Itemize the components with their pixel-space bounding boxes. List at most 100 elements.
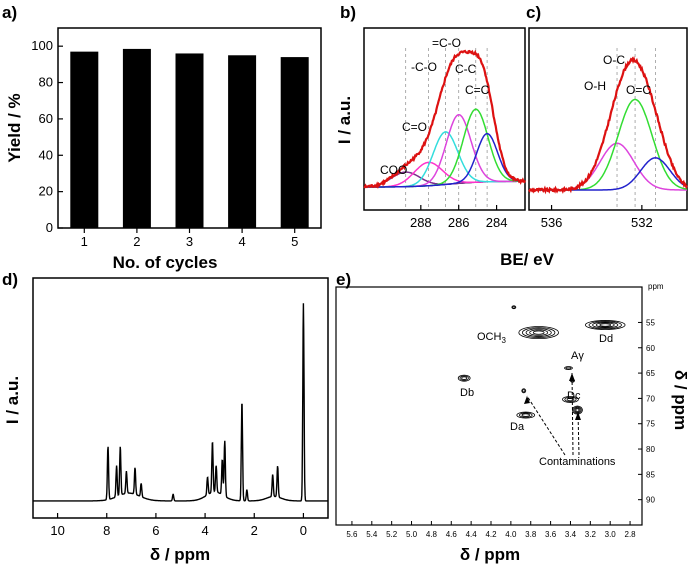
- panel-d-x-ticks: 10 8 6 4 2 0: [50, 513, 307, 538]
- panel-e-y-tick-label: 70: [646, 394, 655, 403]
- panel-a-x-tick-label: 4: [238, 234, 245, 249]
- panel-c-label-o-eq-c: O=C: [626, 83, 651, 97]
- panel-a-y-tick-label: 80: [39, 75, 53, 90]
- panel-a-y-tick-label: 60: [39, 111, 53, 126]
- panel-d-x-tick-label: 0: [300, 523, 307, 538]
- panel-d-x-tick-label: 6: [152, 523, 159, 538]
- panel-e-x-tick-label: 4.6: [446, 530, 458, 539]
- panel-d-x-tick-label: 10: [50, 523, 64, 538]
- panel-d-frame: [33, 278, 328, 518]
- panel-e-x-tick-label: 5.6: [346, 530, 358, 539]
- panel-a-y-axis-title: Yield / %: [5, 93, 24, 162]
- panel-a-x-tick-label: 2: [133, 234, 140, 249]
- xps-x-tick-label: 288: [410, 215, 432, 230]
- panel-e-x-ticks: 5.6 5.4 5.2 5.0 4.8 4.6 4.4 4.2 4.0 3.8 3.6 3.4 3.2 3…: [346, 521, 636, 539]
- panel-e-x-tick-label: 4.0: [505, 530, 517, 539]
- panel-e-y-tick-label: 75: [646, 420, 655, 429]
- panel-e-y-tick-label: 60: [646, 344, 655, 353]
- panel-e-x-tick-label: 3.6: [545, 530, 557, 539]
- contamination-arrow-head-2: [569, 373, 575, 381]
- panel-e-letter: e): [336, 270, 351, 289]
- hsqc-cross-peak: [512, 306, 516, 309]
- panel-b-x-axis-title: BE/ eV: [500, 250, 555, 269]
- panel-e-x-tick-label: 3.0: [605, 530, 617, 539]
- panel-e-cross-peaks: [458, 306, 625, 418]
- panel-e-x-tick-label: 3.8: [525, 530, 537, 539]
- xps-component-curve: [529, 100, 687, 191]
- panel-e-x-tick-label: 2.8: [625, 530, 637, 539]
- panel-e-label-dc: Dc: [567, 390, 581, 402]
- panel-d-x-tick-label: 8: [103, 523, 110, 538]
- hsqc-cross-peak: [565, 367, 573, 370]
- panel-b-label-c-eq-c: C=C: [465, 83, 490, 97]
- hsqc-cross-peak: [522, 389, 526, 393]
- panel-d-x-tick-label: 4: [201, 523, 208, 538]
- xps-component-curve: [529, 158, 687, 190]
- xps-envelope-curve: [529, 59, 687, 191]
- panel-c-label-o-c: O-C: [603, 53, 625, 67]
- panel-b: b) 288 286 284 COO C=O -C-O =C-O C-C C=C B…: [335, 3, 555, 269]
- panel-e-x-tick-label: 3.4: [565, 530, 577, 539]
- panel-e-y-axis-title: δ / ppm: [671, 370, 690, 430]
- panel-c-label-o-h: O-H: [584, 79, 606, 93]
- xps-x-tick-label: 536: [541, 215, 563, 230]
- panel-b-y-axis-title: I / a.u.: [335, 96, 354, 144]
- panel-e-contamination-arrows: [524, 373, 581, 455]
- panel-e-x-tick-label: 4.2: [485, 530, 497, 539]
- hsqc-cross-peak: [458, 375, 470, 381]
- panel-e-x-tick-label: 5.4: [366, 530, 378, 539]
- panel-c-curves: [529, 59, 687, 191]
- panel-d-x-tick-label: 2: [251, 523, 258, 538]
- panel-e-label-agamma: Aγ: [571, 350, 584, 362]
- contamination-arrow-2: [572, 373, 573, 455]
- panel-e-y-ticks: 55 60 65 70 75 80 85 90: [638, 318, 655, 504]
- panel-a-y-tick-label: 20: [39, 184, 53, 199]
- hsqc-contour-ring: [566, 367, 571, 369]
- panel-a-y-tick-label: 40: [39, 147, 53, 162]
- panel-b-label-c-o-double: C=O: [402, 120, 427, 134]
- panel-d-letter: d): [2, 270, 18, 289]
- panel-b-label-c-c: C-C: [455, 62, 477, 76]
- panel-a-x-tick-label: 1: [81, 234, 88, 249]
- panel-b-label-eq-c-o: =C-O: [432, 36, 461, 50]
- hsqc-contour-ring: [600, 324, 611, 326]
- panel-b-frame: [364, 28, 525, 210]
- panel-a-bar: [228, 55, 256, 228]
- panel-c-x-ticks: 536 532: [541, 205, 653, 230]
- hsqc-contour-ring: [523, 390, 525, 392]
- panel-a-x-ticks: 1 2 3 4 5: [81, 228, 299, 249]
- hsqc-cross-peak: [517, 412, 535, 418]
- panel-e-y-tick-label: 55: [646, 318, 655, 327]
- panel-d-spectrum: [33, 303, 328, 501]
- panel-a-bar: [70, 52, 98, 228]
- hsqc-cross-peak: [585, 320, 625, 329]
- panel-c: c) 536 532 O-H O-C O=C: [526, 3, 687, 230]
- panel-a-bar: [123, 49, 151, 228]
- panel-b-label-coo: COO: [380, 163, 407, 177]
- panel-e-y-tick-label: 85: [646, 470, 655, 479]
- panel-e-label-da: Da: [510, 421, 525, 433]
- panel-d-x-axis-title: δ / ppm: [150, 545, 210, 564]
- panel-a-bars: [70, 49, 308, 228]
- hsqc-contour-ring: [462, 377, 467, 380]
- panel-e-y-tick-label: 80: [646, 445, 655, 454]
- hsqc-contour-ring: [576, 409, 579, 412]
- panel-e-x-axis-title: δ / ppm: [460, 545, 520, 564]
- panel-e-y-tick-label: 90: [646, 496, 655, 505]
- panel-e-label-dd: Dd: [599, 333, 613, 345]
- hsqc-contour-ring: [513, 306, 515, 308]
- panel-e-label-contaminations: Contaminations: [539, 456, 616, 468]
- panel-b-label-c-o-single: -C-O: [411, 60, 437, 74]
- panel-a: a) 0 20 40 60 80 100 1 2 3 4 5 No. of cycles Yiel…: [2, 3, 321, 272]
- panel-b-x-ticks: 288 286 284: [410, 205, 507, 230]
- panel-a-x-tick-label: 3: [186, 234, 193, 249]
- panel-e-x-tick-label: 4.4: [466, 530, 478, 539]
- panel-e-x-tick-label: 3.2: [585, 530, 597, 539]
- panel-d: d) 10 8 6 4 2 0 δ / ppm I / a.u.: [2, 270, 328, 564]
- panel-e-x-tick-label: 5.0: [406, 530, 418, 539]
- panel-e-x-tick-label: 4.8: [426, 530, 438, 539]
- xps-x-tick-label: 284: [486, 215, 508, 230]
- panel-a-y-tick-label: 100: [31, 38, 53, 53]
- panel-a-bar: [281, 57, 309, 228]
